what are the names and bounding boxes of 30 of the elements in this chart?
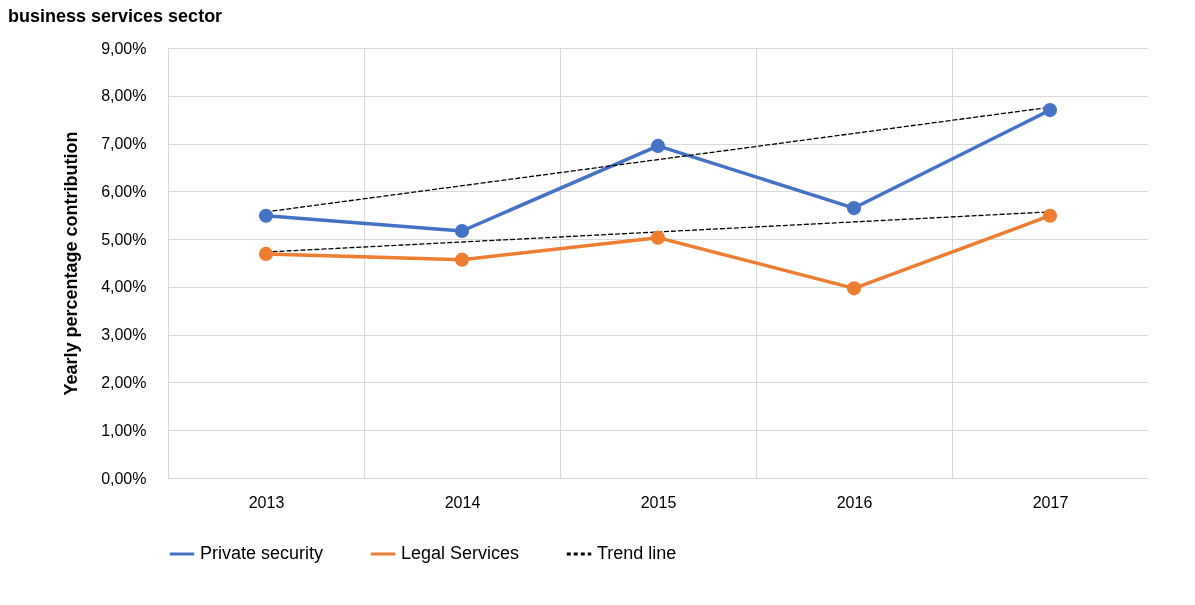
point — [454, 252, 470, 267]
point — [454, 223, 470, 239]
point — [258, 208, 274, 223]
y-axis-title: Yearly percentage contribution — [61, 131, 82, 396]
point — [846, 281, 862, 296]
x-tick-label: 2013 — [248, 493, 285, 511]
y-tick-label: 3,00% — [101, 326, 147, 344]
point — [846, 201, 862, 216]
y-tick-label: 0,00% — [101, 469, 147, 487]
y-tick-label: 4,00% — [101, 278, 147, 296]
legend-label: Legal Services — [401, 543, 520, 563]
y-tick-label: 1,00% — [101, 421, 147, 439]
y-tick-label: 7,00% — [101, 135, 147, 153]
legend-label: Private security — [200, 543, 324, 563]
y-tick-label: 2,00% — [101, 373, 147, 391]
x-tick-label: 2016 — [836, 493, 873, 511]
legend-label: Trend line — [597, 543, 677, 563]
point — [1042, 208, 1058, 223]
x-tick-label: 2014 — [444, 493, 481, 511]
point — [650, 230, 666, 245]
point — [258, 246, 274, 261]
point — [1042, 103, 1058, 118]
y-tick-label: 5,00% — [101, 230, 147, 248]
y-tick-label: 9,00% — [101, 39, 147, 57]
chart-title: business services sector — [8, 6, 223, 26]
y-tick-label: 8,00% — [101, 87, 147, 105]
point — [650, 138, 666, 153]
y-tick-label: 6,00% — [101, 182, 147, 200]
x-tick-label: 2015 — [640, 493, 677, 511]
x-tick-label: 2017 — [1032, 493, 1069, 511]
